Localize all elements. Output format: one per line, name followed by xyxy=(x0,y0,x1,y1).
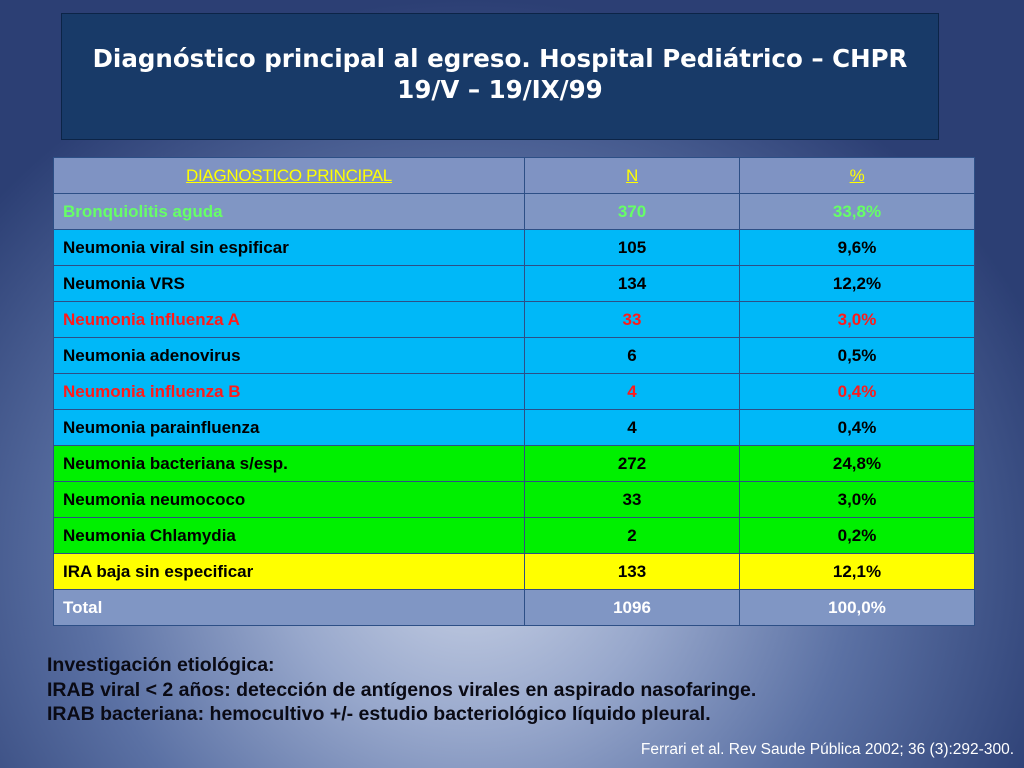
percent-cell: 12,2% xyxy=(739,265,975,302)
n-cell: 2 xyxy=(524,517,740,554)
table-row: Neumonia VRS 134 12,2% xyxy=(53,265,975,302)
diagnosis-cell: Neumonia influenza B xyxy=(53,373,525,410)
diagnosis-cell: IRA baja sin especificar xyxy=(53,553,525,590)
table-row: Neumonia neumococo 33 3,0% xyxy=(53,481,975,518)
diagnosis-cell: Neumonia VRS xyxy=(53,265,525,302)
slide-title-line-1: Diagnóstico principal al egreso. Hospita… xyxy=(92,43,908,73)
percent-cell: 100,0% xyxy=(739,589,975,626)
notes-line-2: IRAB viral < 2 años: detección de antíge… xyxy=(47,678,757,701)
notes-line-1: Investigación etiológica: xyxy=(47,654,275,676)
n-cell: 4 xyxy=(524,409,740,446)
percent-cell: 12,1% xyxy=(739,553,975,590)
diagnosis-cell: Neumonia viral sin espificar xyxy=(53,229,525,266)
n-cell: 134 xyxy=(524,265,740,302)
table-row: Neumonia influenza B 4 0,4% xyxy=(53,373,975,410)
n-cell: 6 xyxy=(524,337,740,374)
header-diagnosis: DIAGNOSTICO PRINCIPAL xyxy=(53,157,525,194)
header-diagnosis-label: DIAGNOSTICO PRINCIPAL xyxy=(186,165,392,185)
percent-cell: 3,0% xyxy=(739,301,975,338)
table-row: Neumonia viral sin espificar 105 9,6% xyxy=(53,229,975,266)
n-cell: 133 xyxy=(524,553,740,590)
table-header-row: DIAGNOSTICO PRINCIPAL N % xyxy=(53,157,975,194)
diagnosis-cell: Neumonia parainfluenza xyxy=(53,409,525,446)
notes-line-3: IRAB bacteriana: hemocultivo +/- estudio… xyxy=(47,703,711,725)
diagnosis-cell: Neumonia influenza A xyxy=(53,301,525,338)
title-box: Diagnóstico principal al egreso. Hospita… xyxy=(61,13,939,140)
n-cell: 1096 xyxy=(524,589,740,626)
header-n-label: N xyxy=(626,165,638,185)
table-total-row: Total 1096 100,0% xyxy=(53,589,975,626)
percent-cell: 0,4% xyxy=(739,409,975,446)
n-cell: 272 xyxy=(524,445,740,482)
slide-title-line-2: 19/V – 19/IX/99 xyxy=(397,74,603,104)
table-row: IRA baja sin especificar 133 12,1% xyxy=(53,553,975,590)
n-cell: 4 xyxy=(524,373,740,410)
n-cell: 33 xyxy=(524,301,740,338)
notes-block: Investigación etiológica: IRAB viral < 2… xyxy=(47,653,967,727)
table-row: Bronquiolitis aguda 370 33,8% xyxy=(53,193,975,230)
n-cell: 370 xyxy=(524,193,740,230)
percent-cell: 24,8% xyxy=(739,445,975,482)
percent-cell: 0,5% xyxy=(739,337,975,374)
diagnosis-cell: Neumonia Chlamydia xyxy=(53,517,525,554)
diagnosis-cell: Neumonia neumococo xyxy=(53,481,525,518)
table-row: Neumonia parainfluenza 4 0,4% xyxy=(53,409,975,446)
table-row: Neumonia Chlamydia 2 0,2% xyxy=(53,517,975,554)
header-n: N xyxy=(524,157,740,194)
percent-cell: 9,6% xyxy=(739,229,975,266)
diagnosis-cell: Bronquiolitis aguda xyxy=(53,193,525,230)
n-cell: 33 xyxy=(524,481,740,518)
percent-cell: 0,2% xyxy=(739,517,975,554)
citation: Ferrari et al. Rev Saude Pública 2002; 3… xyxy=(640,741,1014,758)
header-percent-label: % xyxy=(849,165,865,185)
diagnosis-cell: Neumonia adenovirus xyxy=(53,337,525,374)
table-row: Neumonia bacteriana s/esp. 272 24,8% xyxy=(53,445,975,482)
diagnosis-cell: Neumonia bacteriana s/esp. xyxy=(53,445,525,482)
header-percent: % xyxy=(739,157,975,194)
n-cell: 105 xyxy=(524,229,740,266)
diagnosis-cell: Total xyxy=(53,589,525,626)
percent-cell: 3,0% xyxy=(739,481,975,518)
percent-cell: 33,8% xyxy=(739,193,975,230)
diagnosis-table: DIAGNOSTICO PRINCIPAL N % Bronquiolitis … xyxy=(53,157,975,626)
table-row: Neumonia adenovirus 6 0,5% xyxy=(53,337,975,374)
percent-cell: 0,4% xyxy=(739,373,975,410)
table-row: Neumonia influenza A 33 3,0% xyxy=(53,301,975,338)
